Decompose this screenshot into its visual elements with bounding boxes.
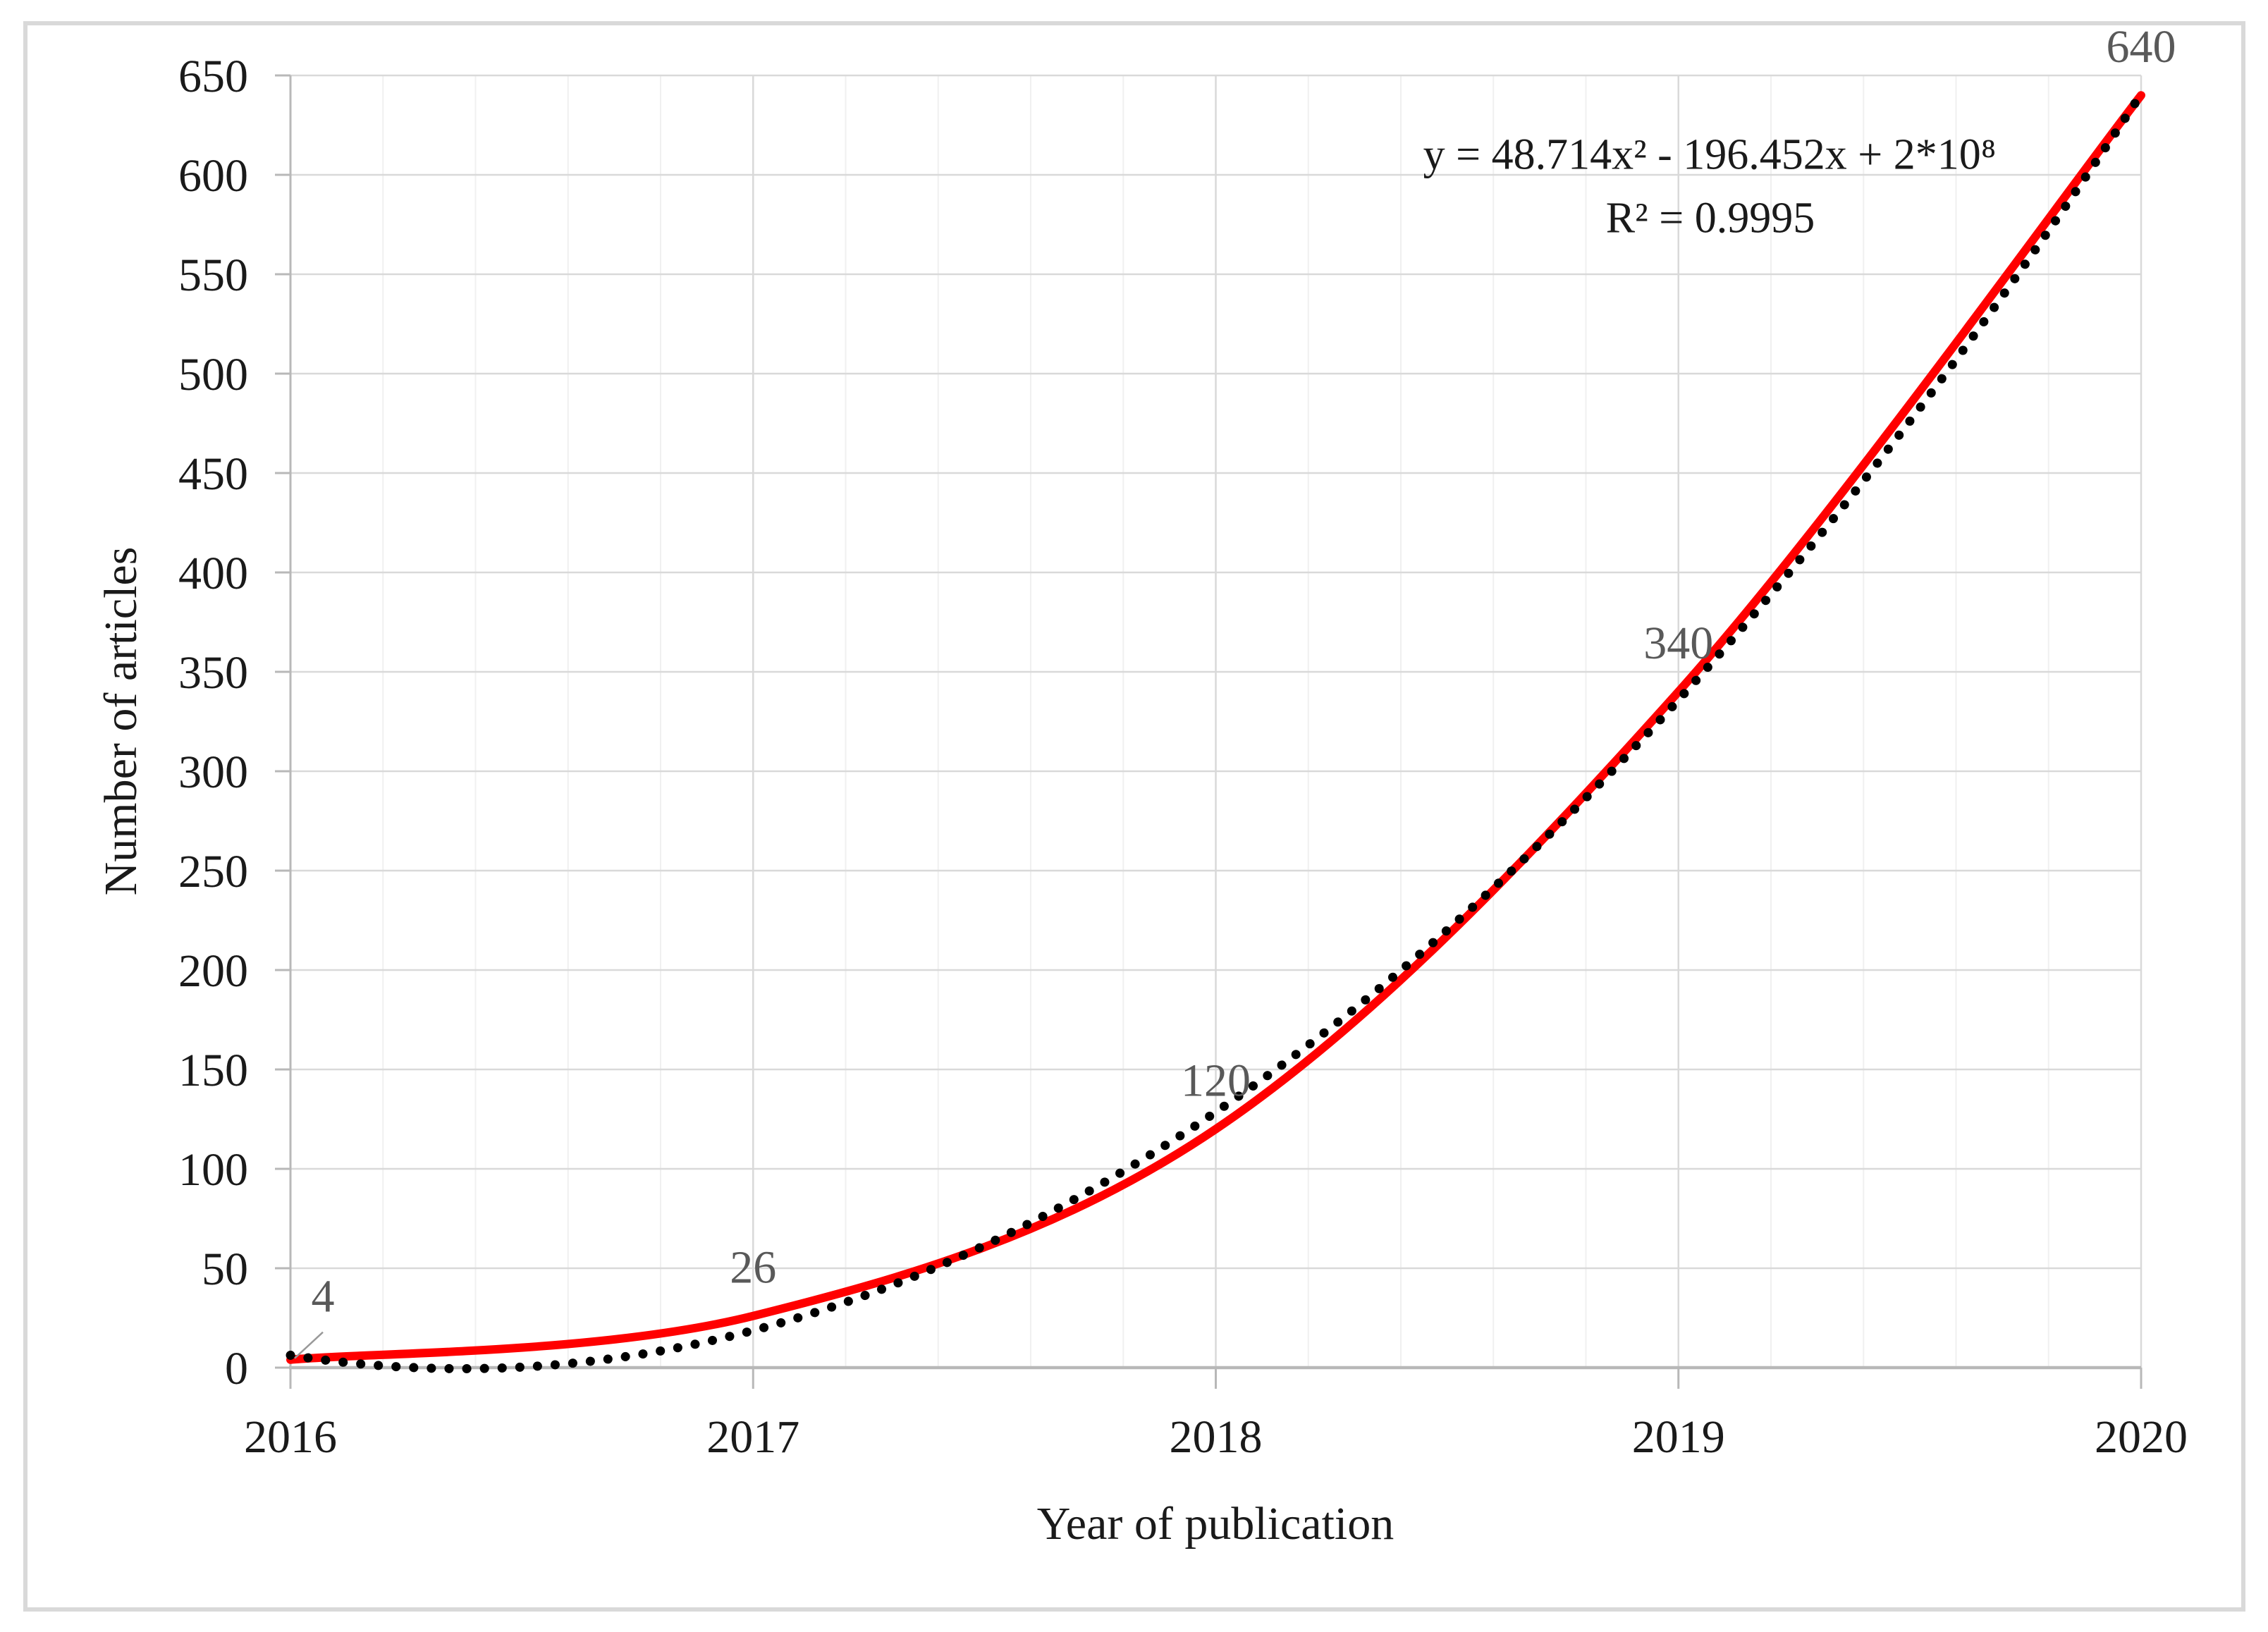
articles-series-line [286, 91, 2145, 1364]
y-axis-title: Number of articles [95, 546, 147, 896]
r-squared-value: R² = 0.9995 [1605, 194, 1815, 243]
x-tick-label: 2017 [706, 1411, 799, 1463]
y-tick-label: 350 [178, 647, 248, 699]
y-tick-label: 50 [202, 1244, 248, 1295]
y-tick-label: 250 [178, 846, 248, 897]
y-tick-label: 200 [178, 945, 248, 997]
figure-border [23, 21, 2245, 1612]
y-tick-label: 300 [178, 747, 248, 798]
y-tick-label: 400 [178, 548, 248, 599]
data-label: 26 [730, 1242, 776, 1294]
x-tick-label: 2016 [244, 1411, 337, 1463]
y-tick-label: 100 [178, 1144, 248, 1196]
y-tick-label: 500 [178, 349, 248, 400]
y-tick-label: 450 [178, 448, 248, 500]
x-axis-title: Year of publication [1036, 1498, 1394, 1550]
tick-marks [275, 74, 2143, 1389]
data-label: 120 [1181, 1055, 1251, 1107]
data-label-leader-line [294, 1331, 324, 1359]
data-label: 4 [312, 1271, 335, 1323]
data-labels: 4 26 120 340 640 [294, 21, 2176, 1359]
x-tick-label: 2020 [2095, 1411, 2188, 1463]
trendline-equation: y = 48.714x² - 196.452x + 2*10⁸ [1423, 130, 1997, 179]
data-label: 340 [1643, 618, 1713, 669]
polynomial-trendline [286, 89, 2146, 1373]
x-tick-label: 2018 [1170, 1411, 1263, 1463]
x-minor-gridlines [382, 75, 2049, 1368]
y-tick-label: 0 [225, 1343, 248, 1394]
y-gridlines [290, 74, 2141, 1270]
y-tick-label: 600 [178, 150, 248, 202]
x-tick-label: 2019 [1632, 1411, 1725, 1463]
x-tick-labels: 2016 2017 2018 2019 2020 [244, 1411, 2188, 1463]
y-tick-labels: 0 50 100 150 200 250 300 350 400 450 500 550 600 650 [178, 51, 248, 1394]
y-tick-label: 550 [178, 250, 248, 301]
y-tick-label: 150 [178, 1045, 248, 1096]
y-tick-label: 650 [178, 51, 248, 102]
data-label: 640 [2107, 21, 2176, 73]
